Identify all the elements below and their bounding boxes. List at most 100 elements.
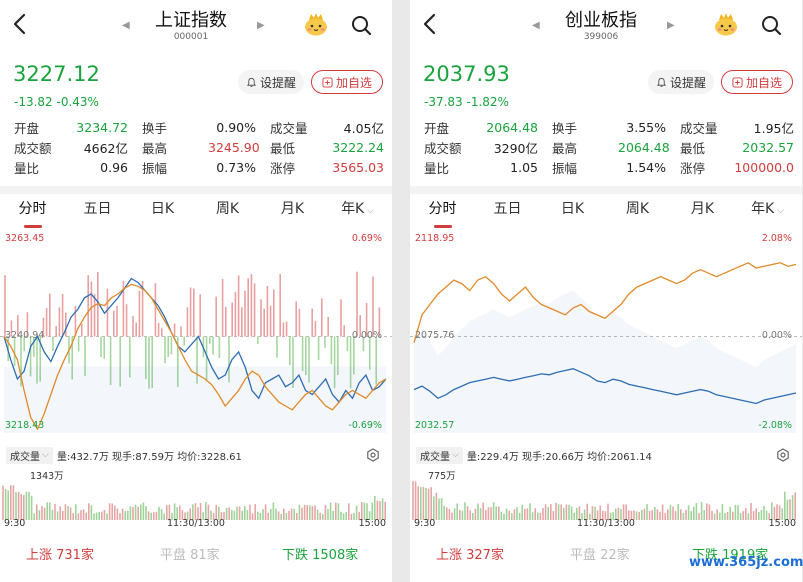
- time-tick-label: 15:00: [768, 518, 796, 529]
- axis-max-pct-label: 0.69%: [351, 233, 382, 244]
- time-tick-label: 11:30/13:00: [167, 518, 225, 529]
- volume-chart[interactable]: 1343万: [0, 466, 392, 522]
- stat-label: 振幅: [142, 160, 168, 176]
- mascot-icon[interactable]: [302, 11, 330, 37]
- intraday-chart[interactable]: 2118.95 2.08% 2075.76 0.00% 2032.57 -2.08%: [410, 228, 802, 443]
- flat-count: 平盘 81家: [160, 548, 220, 563]
- stat-value: 1.95亿: [753, 120, 794, 136]
- section-divider: [0, 186, 392, 194]
- stat-value: 1.05: [510, 159, 538, 175]
- add-icon: [322, 76, 333, 88]
- stat-row: 开盘 3234.72 换手 0.90% 成交量 4.05亿: [14, 117, 386, 137]
- stat-value: 2064.48: [486, 119, 538, 135]
- tab-0[interactable]: 分时: [410, 198, 475, 228]
- stat-label: 换手: [552, 120, 578, 136]
- price-change: -37.83 -1.82%: [424, 95, 509, 109]
- current-price: 2037.93: [423, 62, 510, 86]
- nav-header: ◀ 创业板指 399006 ▶: [410, 0, 802, 50]
- set-alert-button[interactable]: 设提醒: [648, 70, 714, 94]
- intraday-chart-svg: [0, 271, 392, 433]
- prev-index-icon[interactable]: ◀: [122, 20, 130, 31]
- stat-label: 成交量: [680, 120, 718, 136]
- time-tick-label: 9:30: [4, 518, 26, 529]
- volume-header: 成交量 ⌵ 量:432.7万 现手:87.59万 均价:3228.61: [0, 445, 392, 465]
- tab-3[interactable]: 周K: [625, 201, 650, 217]
- add-icon: [732, 76, 743, 88]
- price-line: [413, 368, 797, 405]
- axis-max-label: 3263.45: [5, 233, 45, 244]
- set-alert-button[interactable]: 设提醒: [238, 70, 304, 94]
- add-watchlist-label: 加自选: [745, 75, 782, 90]
- add-watchlist-button[interactable]: 加自选: [311, 70, 383, 94]
- volume-chart-svg: [412, 481, 797, 520]
- search-icon[interactable]: [760, 14, 782, 36]
- stat-value: 4662亿: [83, 140, 128, 156]
- tab-5[interactable]: 年K ⌵: [751, 201, 784, 217]
- tab-1[interactable]: 五日: [83, 201, 112, 217]
- intraday-chart[interactable]: 3263.45 0.69% 3240.94 0.00% 3218.43 -0.69%: [0, 228, 392, 443]
- stat-row: 量比 1.05 振幅 1.54% 涨停 100000.0: [424, 157, 796, 177]
- add-watchlist-button[interactable]: 加自选: [721, 70, 793, 94]
- stat-row: 量比 0.96 振幅 0.73% 涨停 3565.03: [14, 157, 386, 177]
- tab-0[interactable]: 分时: [0, 198, 65, 228]
- index-panel-chinext: ◀ 创业板指 399006 ▶ 2037.93 -37.83 -1.82% 设提…: [410, 0, 802, 582]
- stat-value: 3222.24: [332, 139, 384, 155]
- flat-count: 平盘 22家: [570, 548, 630, 563]
- fall-count: 下跌 1919家: [692, 548, 769, 563]
- bell-icon: [246, 77, 257, 87]
- axis-max-pct-label: 2.08%: [761, 233, 792, 244]
- stat-value: 3245.90: [208, 139, 260, 155]
- nav-header: ◀ 上证指数 000001 ▶: [0, 0, 392, 50]
- stat-row: 成交额 4662亿 最高 3245.90 最低 3222.24: [14, 137, 386, 157]
- back-arrow-icon[interactable]: [420, 12, 442, 36]
- settings-icon[interactable]: [776, 448, 790, 462]
- intraday-chart-svg: [410, 262, 802, 433]
- tab-1[interactable]: 五日: [493, 201, 522, 217]
- stat-value: 0.96: [100, 159, 128, 175]
- tab-5[interactable]: 年K ⌵: [341, 201, 374, 217]
- back-arrow-icon[interactable]: [10, 12, 32, 36]
- axis-mid-pct-label: 0.00%: [351, 329, 382, 341]
- stat-label: 成交额: [424, 140, 462, 156]
- axis-min-label: 2032.57: [415, 420, 455, 431]
- tab-2[interactable]: 日K: [150, 201, 175, 217]
- volume-summary: 量:229.4万 现手:20.66万 均价:2061.14: [466, 451, 652, 463]
- indicator-selector[interactable]: 成交量 ⌵: [6, 446, 53, 464]
- volume-summary: 量:432.7万 现手:87.59万 均价:3228.61: [56, 451, 242, 463]
- stat-value: 2032.57: [742, 139, 794, 155]
- next-index-icon[interactable]: ▶: [257, 20, 265, 31]
- tab-2[interactable]: 日K: [560, 201, 585, 217]
- stat-label: 成交量: [270, 120, 308, 136]
- chart-period-tabs: 分时 五日 日K 周K 月K 年K ⌵: [0, 198, 392, 228]
- settings-icon[interactable]: [366, 448, 380, 462]
- volume-max-label: 1343万: [30, 471, 64, 482]
- stat-label: 开盘: [14, 120, 40, 136]
- fall-count: 下跌 1508家: [282, 548, 359, 563]
- index-code: 000001: [173, 32, 209, 42]
- stat-value: 3.55%: [626, 119, 666, 135]
- stat-value: 3565.03: [332, 159, 384, 175]
- prev-index-icon[interactable]: ◀: [532, 20, 540, 31]
- volume-chart[interactable]: 775万: [410, 466, 802, 522]
- stat-value: 100000.0: [734, 159, 794, 175]
- indicator-selector[interactable]: 成交量 ⌵: [416, 446, 463, 464]
- add-watchlist-label: 加自选: [335, 75, 372, 90]
- indicator-label: 成交量: [420, 451, 450, 463]
- stat-value: 1.54%: [626, 159, 666, 175]
- mascot-icon[interactable]: [712, 11, 740, 37]
- stat-value: 3290亿: [493, 140, 538, 156]
- average-line: [3, 283, 387, 431]
- stat-label: 最高: [552, 140, 578, 156]
- tab-4[interactable]: 月K: [280, 201, 305, 217]
- rise-count: 上涨 731家: [26, 548, 94, 563]
- next-index-icon[interactable]: ▶: [667, 20, 675, 31]
- axis-max-label: 2118.95: [415, 233, 455, 244]
- chart-period-tabs: 分时 五日 日K 周K 月K 年K ⌵: [410, 198, 802, 228]
- stat-label: 量比: [14, 160, 40, 176]
- quote-stats-table: 开盘 2064.48 换手 3.55% 成交量 1.95亿 成交额 3290亿 最高 2064.4…: [424, 117, 796, 177]
- tab-3[interactable]: 周K: [215, 201, 240, 217]
- set-alert-label: 设提醒: [669, 75, 706, 90]
- search-icon[interactable]: [350, 14, 372, 36]
- tab-4[interactable]: 月K: [690, 201, 715, 217]
- stat-value: 4.05亿: [343, 120, 384, 136]
